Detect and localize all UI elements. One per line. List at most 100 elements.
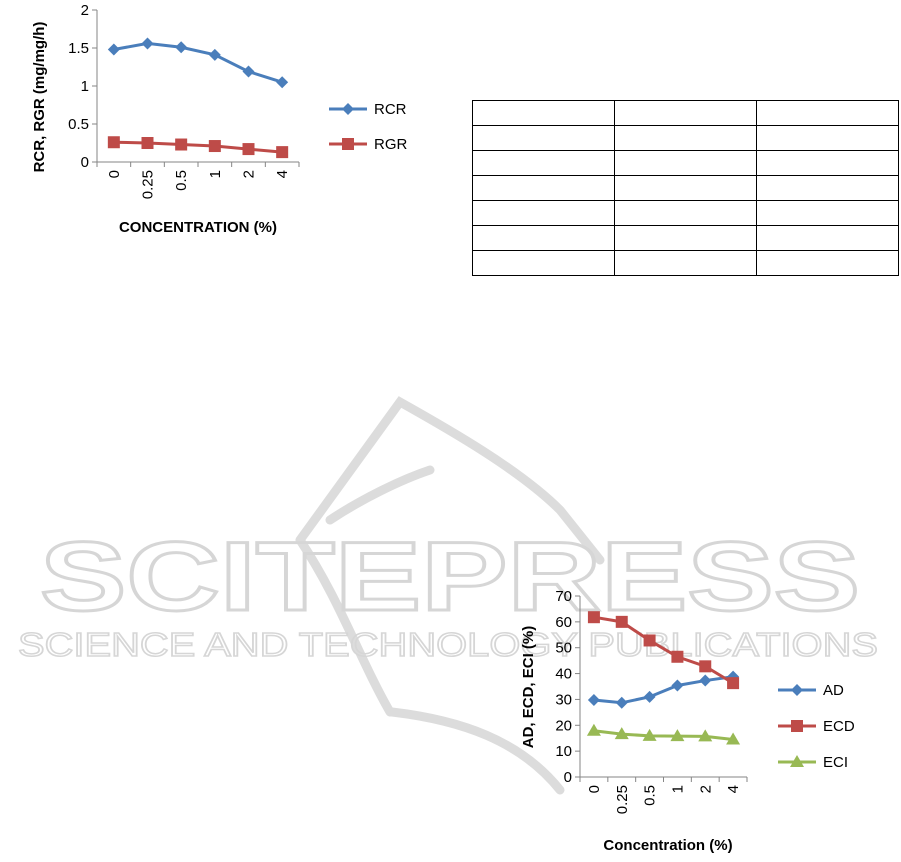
x-tick-label: 0	[586, 785, 603, 793]
data-point-ecd	[643, 634, 656, 647]
legend-marker-rcr	[342, 103, 354, 115]
data-point-ecd	[727, 677, 740, 690]
watermark-title: SCITEPRESS	[40, 521, 860, 631]
table-cell	[614, 200, 757, 226]
data-point-rcr	[141, 37, 154, 50]
watermark-subtitle: SCIENCE AND TECHNOLOGY PUBLICATIONS	[18, 626, 878, 663]
chart-ad-ecd-eci: 0 10 20 30 40 50 60 70 0 0.25 0.5 1 2 4 AD, ECD, ECI …	[520, 588, 855, 854]
data-point-rgr	[242, 143, 255, 156]
table-cell	[756, 100, 899, 126]
y-tick-label: 0	[81, 154, 89, 171]
x-tick-label: 0.5	[173, 170, 190, 191]
table-row	[472, 125, 899, 151]
data-point-eci	[698, 729, 713, 742]
chart2-xlabel: Concentration (%)	[603, 837, 732, 854]
table-cell	[756, 250, 899, 276]
chart1-xlabel: CONCENTRATION (%)	[119, 219, 277, 236]
table-cell	[614, 150, 757, 176]
table-cell	[756, 200, 899, 226]
data-point-rgr	[107, 136, 120, 149]
legend-label-rgr: RGR	[374, 136, 408, 153]
x-tick-label: 4	[274, 170, 291, 178]
legend-label-ad: AD	[823, 682, 844, 699]
table-cell	[472, 200, 615, 226]
chart-rcr-rgr: 00.511.520 0.25 0.5 1 2 4 RCR, RGR (mg/mg/h) …	[31, 2, 408, 236]
data-point-rcr	[175, 41, 188, 54]
table-cell	[472, 225, 615, 251]
data-point-ecd	[615, 615, 628, 628]
legend-label-rcr: RCR	[374, 101, 407, 118]
data-point-rgr	[276, 146, 289, 159]
x-tick-label: 0.25	[614, 785, 631, 814]
y-tick-label: 30	[555, 691, 572, 708]
data-point-ecd	[699, 660, 712, 673]
data-point-eci	[586, 723, 601, 736]
data-point-rcr	[242, 65, 255, 78]
x-tick-label: 1	[669, 785, 686, 793]
data-point-ad	[587, 693, 600, 706]
data-point-rgr	[141, 137, 154, 149]
series-line-rgr	[113, 140, 283, 154]
legend-marker-ecd	[791, 720, 803, 732]
y-tick-label: 0	[564, 769, 572, 786]
y-tick-label: 1.5	[68, 40, 89, 57]
table-cell	[472, 250, 615, 276]
table-cell	[614, 175, 757, 201]
data-point-rgr	[208, 140, 221, 153]
legend-marker-rgr	[342, 138, 354, 150]
legend-marker-ad	[791, 684, 803, 696]
series-line-ad	[593, 675, 734, 705]
y-tick-label: 0.5	[68, 116, 89, 133]
x-tick-label: 2	[697, 785, 714, 793]
data-point-rcr	[107, 43, 120, 56]
data-point-ecd	[671, 650, 684, 663]
series-line-rcr	[113, 41, 283, 84]
table-cell	[614, 125, 757, 151]
y-tick-label: 40	[555, 666, 572, 683]
y-tick-label: 20	[555, 717, 572, 734]
legend-label-ecd: ECD	[823, 718, 855, 735]
watermark-book-icon	[295, 396, 605, 795]
x-tick-label: 0.5	[642, 785, 659, 806]
data-point-ad	[615, 696, 628, 709]
table-cell	[756, 125, 899, 151]
table-row	[472, 175, 899, 201]
table-row	[472, 150, 899, 176]
x-tick-label: 0	[106, 170, 123, 178]
series-line-ecd	[593, 615, 734, 685]
empty-table	[472, 100, 899, 276]
data-point-eci	[642, 728, 657, 741]
data-point-ad	[727, 670, 740, 683]
table-cell	[614, 250, 757, 276]
x-tick-label: 1	[207, 170, 224, 178]
y-tick-label: 50	[555, 640, 572, 657]
data-point-ad	[643, 690, 656, 703]
data-point-ad	[699, 674, 712, 687]
data-point-rcr	[208, 48, 221, 61]
table-row	[472, 250, 899, 276]
table-cell	[756, 225, 899, 251]
data-point-eci	[614, 727, 629, 740]
y-tick-label: 10	[555, 743, 572, 760]
table-cell	[472, 100, 615, 126]
y-tick-label: 1	[81, 78, 89, 95]
legend-marker-eci	[790, 755, 804, 767]
table-cell	[614, 100, 757, 126]
data-point-eci	[670, 729, 685, 742]
x-tick-label: 0.25	[140, 170, 157, 199]
chart2-ylabel: AD, ECD, ECI (%)	[520, 626, 537, 749]
chart1-ylabel: RCR, RGR (mg/mg/h)	[31, 22, 48, 173]
y-tick-label: 2	[81, 2, 89, 19]
table-cell	[472, 125, 615, 151]
data-point-ecd	[587, 611, 600, 624]
table-cell	[756, 150, 899, 176]
table-cell	[614, 225, 757, 251]
data-point-ad	[671, 679, 684, 692]
table-row	[472, 225, 899, 251]
data-point-eci	[726, 732, 741, 745]
table-row	[472, 200, 899, 226]
x-tick-label: 4	[725, 785, 742, 793]
x-tick-label: 2	[241, 170, 258, 178]
data-point-rgr	[175, 138, 188, 151]
